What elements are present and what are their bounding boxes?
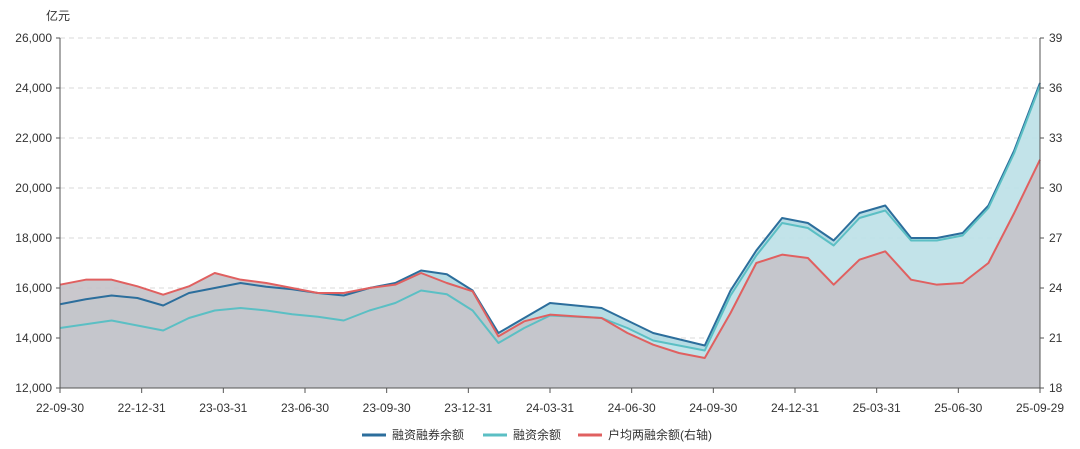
series-line-0 — [59, 82, 1041, 347]
right-tick-label: 33 — [1049, 131, 1063, 145]
right-tick-label: 18 — [1049, 381, 1063, 395]
series-areas — [60, 83, 1040, 388]
x-axis-ticks: 22-09-30 22-12-31 23-03-31 23-06-30 23-09-30… — [36, 388, 1064, 415]
left-axis-unit: 亿元 — [46, 8, 70, 23]
x-tick-label: 25-06-30 — [934, 401, 982, 415]
x-tick-label: 23-09-30 — [363, 401, 411, 415]
left-tick-label: 16,000 — [15, 281, 52, 295]
right-tick-label: 30 — [1049, 181, 1063, 195]
x-tick-label: 24-12-31 — [771, 401, 819, 415]
series-area-2 — [60, 159, 1040, 388]
left-tick-label: 24,000 — [15, 81, 52, 95]
right-tick-label: 36 — [1049, 81, 1063, 95]
right-tick-label: 24 — [1049, 281, 1063, 295]
x-tick-label: 23-03-31 — [199, 401, 247, 415]
left-tick-label: 14,000 — [15, 331, 52, 345]
x-tick-label: 24-06-30 — [608, 401, 656, 415]
series-line-2 — [59, 159, 1041, 359]
legend-label-0: 融资融券余额 — [392, 427, 464, 442]
x-tick-label: 23-06-30 — [281, 401, 329, 415]
x-tick-label: 23-12-31 — [444, 401, 492, 415]
left-tick-label: 22,000 — [15, 131, 52, 145]
left-tick-label: 26,000 — [15, 31, 52, 45]
left-tick-label: 12,000 — [15, 381, 52, 395]
legend-label-2: 户均两融余额(右轴) — [608, 427, 712, 442]
right-tick-label: 27 — [1049, 231, 1063, 245]
x-tick-label: 24-09-30 — [689, 401, 737, 415]
left-axis-ticks: 12,000 14,000 16,000 18,000 20,000 22,000 24,0… — [15, 31, 60, 395]
series-lines — [59, 82, 1041, 359]
left-tick-label: 20,000 — [15, 181, 52, 195]
right-tick-label: 21 — [1049, 331, 1063, 345]
legend: 融资融券余额 融资余额 户均两融余额(右轴) — [362, 427, 712, 442]
left-tick-label: 18,000 — [15, 231, 52, 245]
x-tick-label: 25-09-29 — [1016, 401, 1064, 415]
x-tick-label: 22-12-31 — [118, 401, 166, 415]
x-tick-label: 24-03-31 — [526, 401, 574, 415]
x-tick-label: 22-09-30 — [36, 401, 84, 415]
right-tick-label: 39 — [1049, 31, 1063, 45]
legend-label-1: 融资余额 — [513, 427, 561, 442]
x-tick-label: 25-03-31 — [853, 401, 901, 415]
right-axis-ticks: 18 21 24 27 30 33 36 39 — [1040, 31, 1063, 395]
